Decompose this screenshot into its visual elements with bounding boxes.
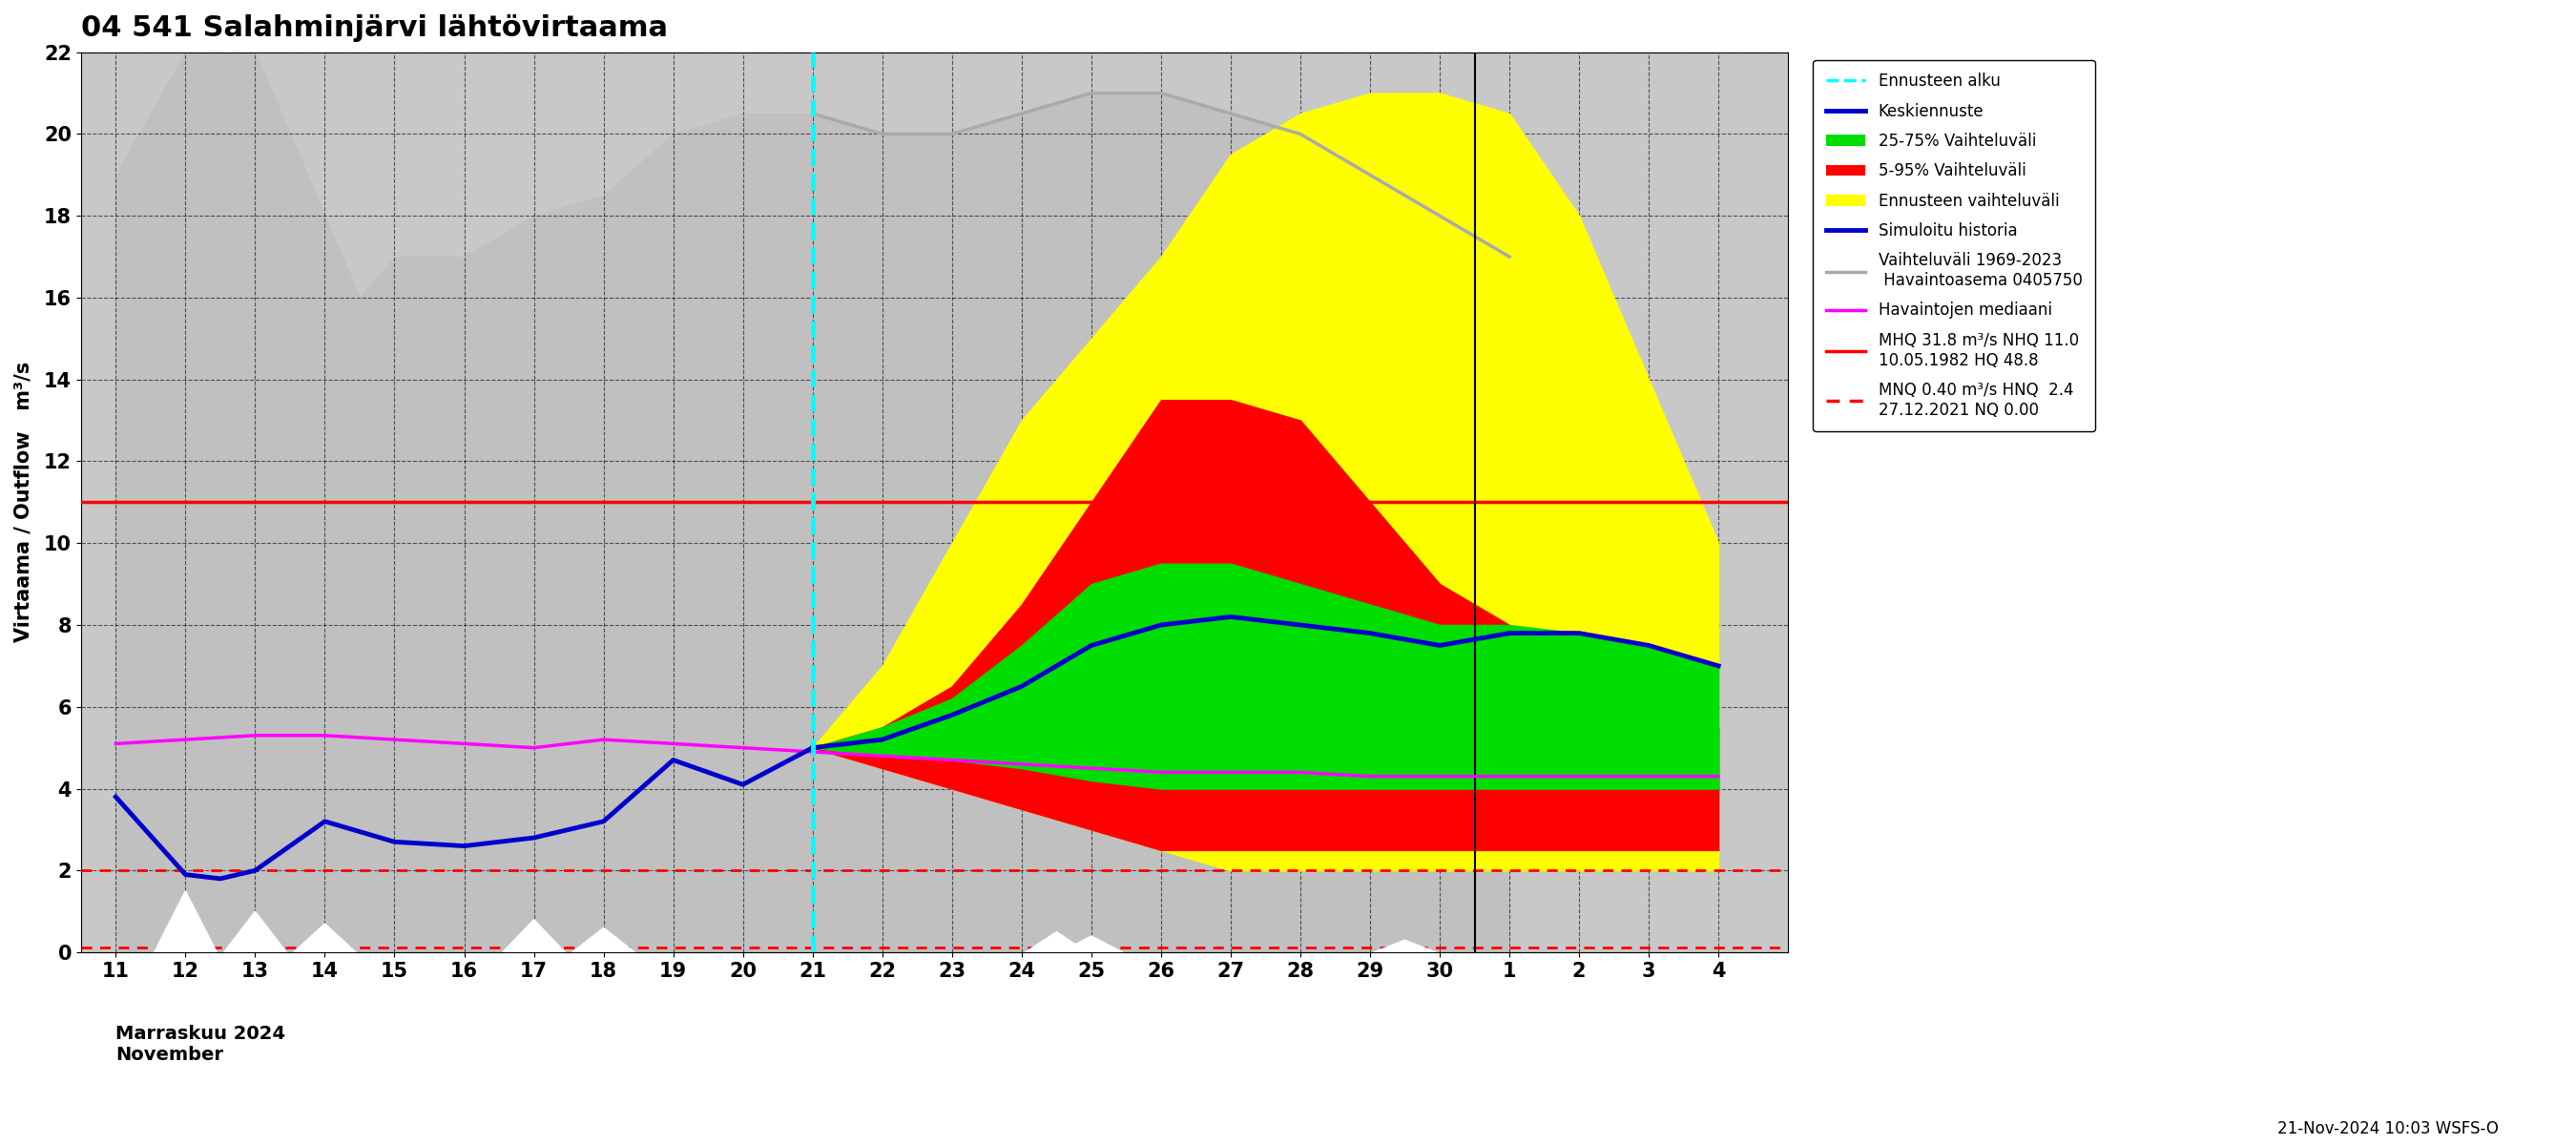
Text: 21-Nov-2024 10:03 WSFS-O: 21-Nov-2024 10:03 WSFS-O (2277, 1120, 2499, 1137)
Y-axis label: Virtaama / Outflow   m³/s: Virtaama / Outflow m³/s (15, 362, 33, 642)
Polygon shape (224, 911, 286, 953)
Polygon shape (1059, 935, 1123, 953)
Polygon shape (155, 891, 216, 953)
Polygon shape (572, 927, 634, 953)
Polygon shape (502, 919, 564, 953)
Legend: Ennusteen alku, Keskiennuste, 25-75% Vaihteluväli, 5-95% Vaihteluväli, Ennusteen: Ennusteen alku, Keskiennuste, 25-75% Vai… (1814, 60, 2094, 432)
Polygon shape (1373, 940, 1437, 953)
Text: Marraskuu 2024
November: Marraskuu 2024 November (116, 1025, 286, 1064)
Polygon shape (294, 924, 355, 953)
Text: 04 541 Salahminjärvi lähtövirtaama: 04 541 Salahminjärvi lähtövirtaama (80, 14, 667, 42)
Polygon shape (1025, 932, 1087, 953)
